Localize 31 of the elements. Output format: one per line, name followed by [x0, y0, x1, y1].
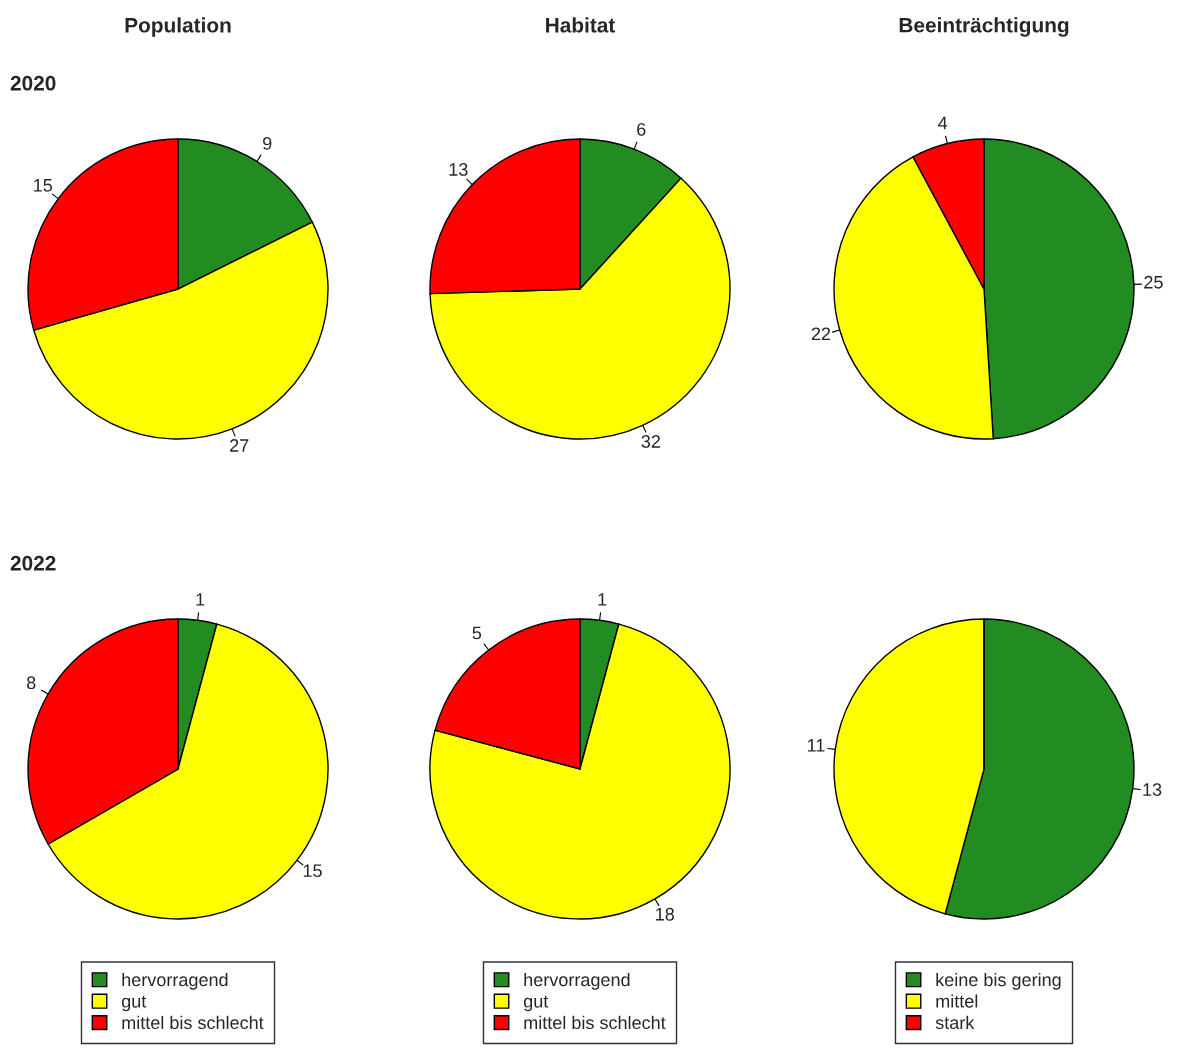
- data-label: 6: [637, 123, 646, 136]
- data-label: 27: [230, 439, 249, 452]
- data-label: 13: [449, 163, 468, 176]
- data-label: 18: [656, 907, 675, 921]
- data-label: 25: [1144, 275, 1163, 289]
- legend-label: hervorragend: [122, 972, 228, 990]
- legend-label: mittel: [936, 994, 978, 1008]
- data-label: 4: [938, 116, 948, 130]
- chart-title: Beeinträchtigung: [899, 17, 1069, 37]
- chart-subtitle: 2022: [10, 555, 56, 571]
- data-label: 11: [807, 739, 825, 752]
- legend-label: hervorragend: [524, 972, 630, 990]
- legend-label: gut: [121, 995, 147, 1012]
- legend-label: gut: [523, 995, 549, 1012]
- data-label: 5: [472, 626, 482, 640]
- data-label: 8: [26, 676, 36, 690]
- data-label: 15: [34, 179, 53, 192]
- legend-label: stark: [935, 1015, 975, 1030]
- data-label: 9: [263, 136, 272, 150]
- chart-title: Population: [125, 17, 231, 37]
- chart-subtitle: 2020: [10, 75, 56, 91]
- data-label: 22: [811, 327, 831, 341]
- legend-label: keine bis gering: [936, 972, 1061, 990]
- data-label: 13: [1143, 783, 1162, 796]
- data-label: 15: [303, 864, 322, 878]
- data-label: 1: [598, 593, 607, 606]
- data-label: 32: [641, 435, 660, 448]
- legend-label: mittel bis schlecht: [524, 1015, 666, 1030]
- data-label: 1: [196, 593, 205, 606]
- legend-label: mittel bis schlecht: [122, 1015, 264, 1030]
- chart-title: Habitat: [546, 17, 616, 33]
